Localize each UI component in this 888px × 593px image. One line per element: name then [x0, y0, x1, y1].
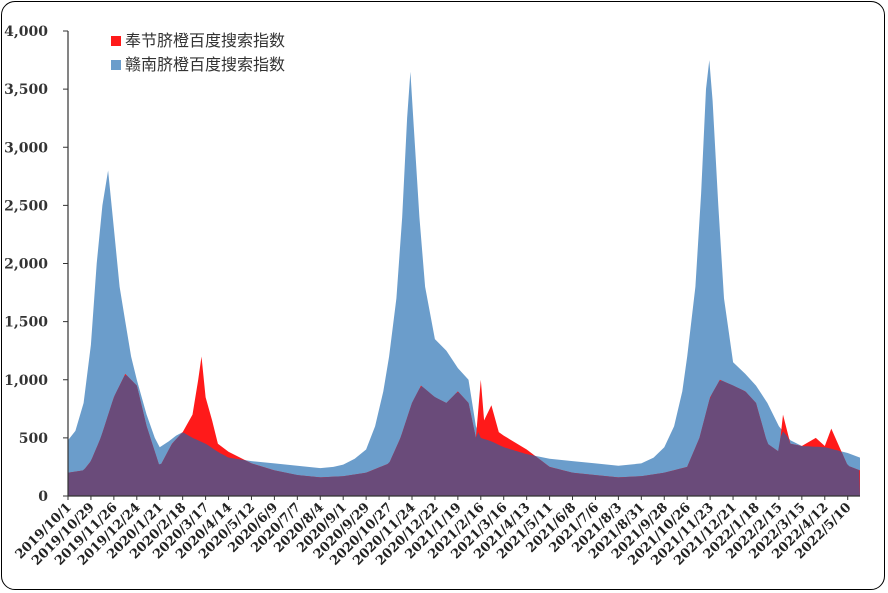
y-tick-label: 2,000: [4, 257, 48, 273]
legend-label: 奉节脐橙百度搜索指数: [125, 31, 285, 50]
legend-label: 赣南脐橙百度搜索指数: [125, 55, 285, 74]
y-tick-label: 1,000: [4, 373, 48, 389]
x-ticks: 2019/10/12019/10/292019/11/262019/12/242…: [13, 496, 855, 569]
legend-swatch: [111, 36, 121, 46]
y-tick-label: 500: [19, 431, 48, 447]
y-tick-label: 2,500: [4, 198, 48, 214]
y-ticks: 0 500 1,000 1,500 2,000 2,500 3,000 3,500 4,000: [4, 24, 68, 505]
y-tick-label: 4,000: [4, 24, 48, 40]
series-overlap-area: [68, 375, 860, 496]
series-layer: [68, 60, 860, 496]
legend-swatch: [111, 60, 121, 70]
y-tick-label: 3,500: [4, 82, 48, 98]
y-tick-label: 3,000: [4, 140, 48, 156]
y-tick-label: 0: [38, 489, 48, 505]
y-tick-label: 1,500: [4, 315, 48, 331]
